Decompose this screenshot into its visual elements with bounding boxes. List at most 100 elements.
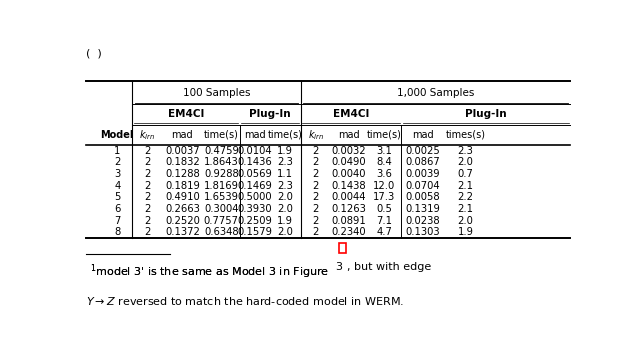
Text: 17.3: 17.3 <box>373 192 395 202</box>
Text: 2: 2 <box>144 169 150 179</box>
Text: 0.0569: 0.0569 <box>237 169 272 179</box>
Text: 0.4910: 0.4910 <box>165 192 200 202</box>
Text: 2: 2 <box>144 216 150 226</box>
Text: mad: mad <box>172 130 193 140</box>
Text: 2: 2 <box>312 157 319 167</box>
Text: 0.1263: 0.1263 <box>331 204 366 214</box>
Text: 2.3: 2.3 <box>277 157 293 167</box>
Text: 0.2663: 0.2663 <box>165 204 200 214</box>
Text: 0.0058: 0.0058 <box>406 192 440 202</box>
Text: Plug-In: Plug-In <box>465 110 506 119</box>
Text: 7.1: 7.1 <box>376 216 392 226</box>
Text: 0.6348: 0.6348 <box>204 227 239 237</box>
Text: 0.0891: 0.0891 <box>332 216 366 226</box>
Text: 1.6539: 1.6539 <box>204 192 239 202</box>
Text: 2.3: 2.3 <box>458 146 474 155</box>
Text: time(s): time(s) <box>268 130 303 140</box>
Text: 2: 2 <box>144 227 150 237</box>
Text: 0.3930: 0.3930 <box>237 204 272 214</box>
Text: 2.0: 2.0 <box>277 227 293 237</box>
Text: 2.1: 2.1 <box>458 181 474 191</box>
Text: 2.0: 2.0 <box>277 192 293 202</box>
Text: 0.0032: 0.0032 <box>332 146 366 155</box>
Text: 0.2340: 0.2340 <box>332 227 366 237</box>
Text: 0.1832: 0.1832 <box>165 157 200 167</box>
Text: 0.2509: 0.2509 <box>237 216 272 226</box>
Text: 0.2520: 0.2520 <box>165 216 200 226</box>
Text: 0.1319: 0.1319 <box>406 204 440 214</box>
Text: $Y \rightarrow Z$ reversed to match the hard-coded model in WERM.: $Y \rightarrow Z$ reversed to match the … <box>86 295 404 307</box>
Text: 2.0: 2.0 <box>458 216 474 226</box>
Text: 2: 2 <box>144 146 150 155</box>
Text: 0.0238: 0.0238 <box>406 216 440 226</box>
Text: 0.4759: 0.4759 <box>204 146 239 155</box>
Text: 2.0: 2.0 <box>458 157 474 167</box>
Text: 0.1579: 0.1579 <box>237 227 272 237</box>
Text: 2: 2 <box>312 146 319 155</box>
Text: 1: 1 <box>114 146 120 155</box>
Text: time(s): time(s) <box>204 130 239 140</box>
Text: 0.0025: 0.0025 <box>406 146 440 155</box>
Text: 2: 2 <box>144 157 150 167</box>
Text: 0.1372: 0.1372 <box>165 227 200 237</box>
Text: 2: 2 <box>312 227 319 237</box>
Text: 2.1: 2.1 <box>458 204 474 214</box>
Text: 2: 2 <box>312 192 319 202</box>
Text: 0.0040: 0.0040 <box>332 169 366 179</box>
Text: 8.4: 8.4 <box>376 157 392 167</box>
Text: 2: 2 <box>312 216 319 226</box>
Text: 0.7: 0.7 <box>458 169 474 179</box>
Text: EM4CI: EM4CI <box>333 110 369 119</box>
Text: 1.9: 1.9 <box>277 146 293 155</box>
Text: (  ): ( ) <box>86 49 102 59</box>
Text: 0.0104: 0.0104 <box>237 146 272 155</box>
Text: 2: 2 <box>144 181 150 191</box>
Text: 0.0867: 0.0867 <box>406 157 440 167</box>
Text: mad: mad <box>338 130 360 140</box>
Text: times(s): times(s) <box>445 130 486 140</box>
Text: 5: 5 <box>114 192 120 202</box>
Text: 0.0490: 0.0490 <box>332 157 366 167</box>
Text: $k_{lrn}$: $k_{lrn}$ <box>307 128 324 141</box>
Text: Plug-In: Plug-In <box>250 110 291 119</box>
Text: 0.1303: 0.1303 <box>406 227 440 237</box>
Text: mad: mad <box>244 130 266 140</box>
Text: 3: 3 <box>335 263 342 272</box>
Text: 2.0: 2.0 <box>277 204 293 214</box>
Text: 2: 2 <box>114 157 120 167</box>
Text: 0.9288: 0.9288 <box>204 169 239 179</box>
Text: 2: 2 <box>312 204 319 214</box>
Text: 100 Samples: 100 Samples <box>182 88 250 98</box>
Text: mad: mad <box>412 130 434 140</box>
Text: 0.1469: 0.1469 <box>237 181 272 191</box>
Text: 0.0037: 0.0037 <box>165 146 200 155</box>
Text: 3.1: 3.1 <box>376 146 392 155</box>
Text: 3.6: 3.6 <box>376 169 392 179</box>
Text: 1.9: 1.9 <box>277 216 293 226</box>
Text: 0.5: 0.5 <box>376 204 392 214</box>
Text: 0.3004: 0.3004 <box>204 204 239 214</box>
Text: 2: 2 <box>144 192 150 202</box>
Text: 0.1819: 0.1819 <box>165 181 200 191</box>
Text: 1.8169: 1.8169 <box>204 181 239 191</box>
Text: 8: 8 <box>114 227 120 237</box>
Text: 2: 2 <box>144 204 150 214</box>
Text: 0.0039: 0.0039 <box>406 169 440 179</box>
Text: 4.7: 4.7 <box>376 227 392 237</box>
Bar <box>339 243 346 253</box>
Text: 3: 3 <box>114 169 120 179</box>
Text: 12.0: 12.0 <box>373 181 395 191</box>
Text: 1.9: 1.9 <box>458 227 474 237</box>
Text: $^{1}$model 3' is the same as Model 3 in Figure: $^{1}$model 3' is the same as Model 3 in… <box>90 263 330 281</box>
Text: $^{1}$model 3' is the same as Model 3 in Figure: $^{1}$model 3' is the same as Model 3 in… <box>90 263 330 281</box>
Text: 1.8643: 1.8643 <box>204 157 239 167</box>
Text: 2.2: 2.2 <box>458 192 474 202</box>
Text: 6: 6 <box>114 204 120 214</box>
Text: , but with edge: , but with edge <box>347 263 431 272</box>
Text: 0.0044: 0.0044 <box>332 192 366 202</box>
Text: 4: 4 <box>114 181 120 191</box>
Text: EM4CI: EM4CI <box>168 110 204 119</box>
Text: $k_{lrn}$: $k_{lrn}$ <box>139 128 155 141</box>
Text: 0.5000: 0.5000 <box>237 192 272 202</box>
Text: 7: 7 <box>114 216 120 226</box>
